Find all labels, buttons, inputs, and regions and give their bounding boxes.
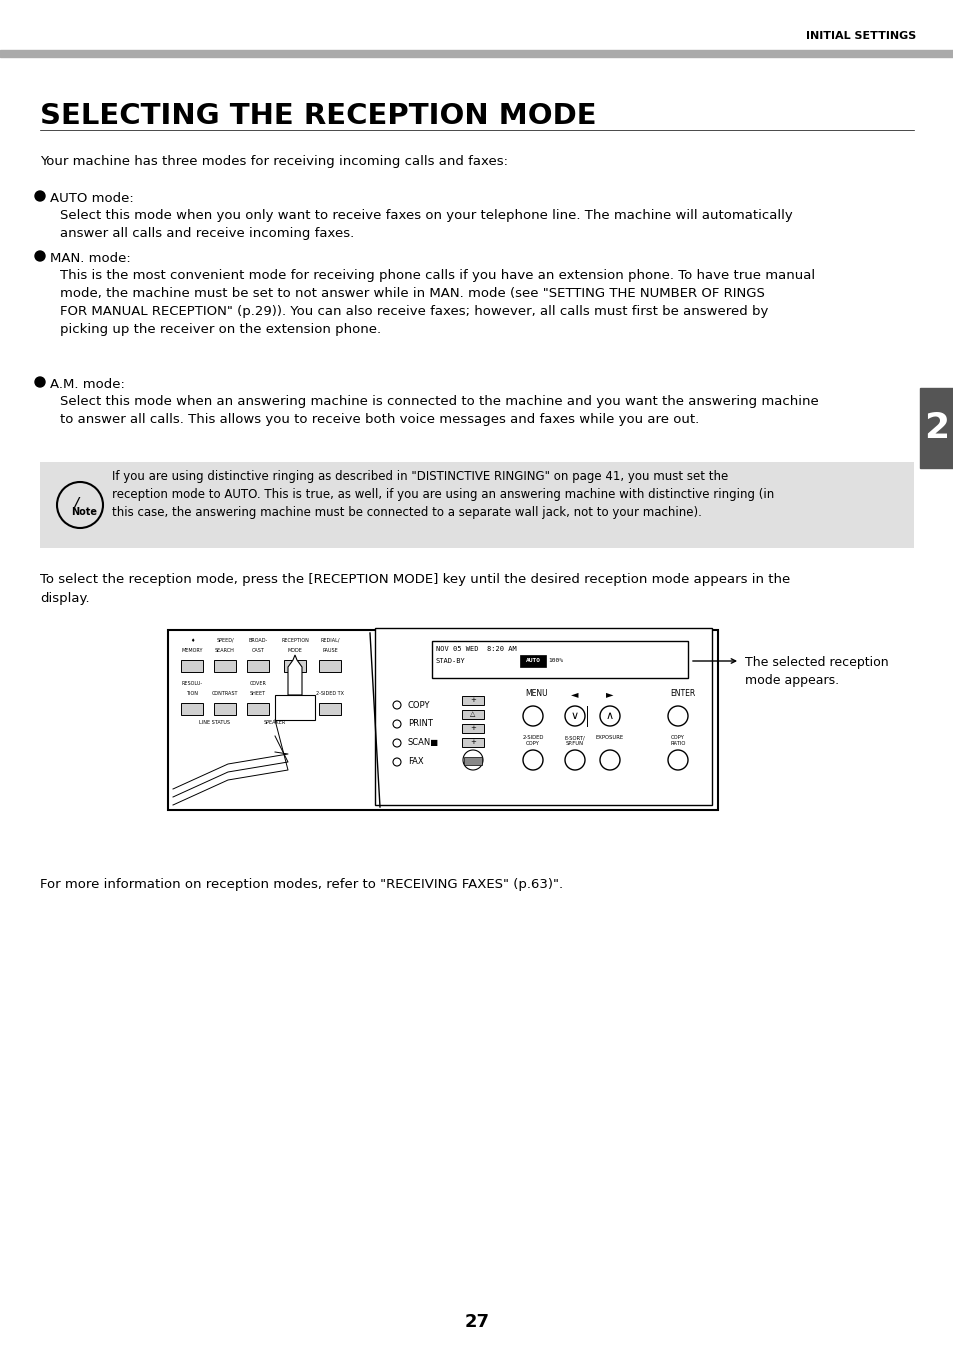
Text: COPY: COPY [408, 701, 430, 709]
Text: PAUSE: PAUSE [322, 648, 337, 653]
Text: A.M. mode:: A.M. mode: [50, 378, 125, 390]
Text: COPY
RATIO: COPY RATIO [670, 735, 685, 746]
Bar [213, 703, 235, 715]
Text: COVER: COVER [250, 681, 266, 686]
Text: STAD-BY: STAD-BY [436, 658, 465, 663]
Text: ♦: ♦ [190, 638, 194, 643]
Circle shape [35, 190, 45, 201]
Text: NOV 05 WED  8:20 AM: NOV 05 WED 8:20 AM [436, 646, 517, 653]
Bar [463, 757, 481, 765]
Text: +: + [470, 697, 476, 703]
Bar [432, 640, 687, 678]
Text: MAN. mode:: MAN. mode: [50, 253, 131, 265]
Bar [284, 661, 306, 671]
Text: 100%: 100% [547, 658, 562, 663]
Bar [461, 711, 483, 719]
Polygon shape [274, 694, 314, 720]
Bar [318, 703, 340, 715]
Bar [247, 703, 269, 715]
Bar [461, 724, 483, 734]
Text: ◄: ◄ [571, 689, 578, 698]
Text: SPEED/: SPEED/ [216, 638, 233, 643]
Text: 2-SIDED
COPY: 2-SIDED COPY [521, 735, 543, 746]
Text: To select the reception mode, press the [RECEPTION MODE] key until the desired r: To select the reception mode, press the … [40, 573, 789, 586]
Text: Select this mode when an answering machine is connected to the machine and you w: Select this mode when an answering machi… [60, 394, 818, 426]
Text: 2-SIDED TX: 2-SIDED TX [315, 690, 344, 696]
Bar [181, 703, 203, 715]
Text: SPEAKER: SPEAKER [264, 720, 286, 725]
Text: If you are using distinctive ringing as described in "DISTINCTIVE RINGING" on pa: If you are using distinctive ringing as … [112, 470, 774, 519]
Bar [168, 630, 718, 811]
Text: FAX: FAX [408, 758, 423, 766]
Text: SHEET: SHEET [250, 690, 266, 696]
Text: CAST: CAST [252, 648, 264, 653]
Circle shape [35, 251, 45, 261]
Text: ∧: ∧ [605, 711, 614, 721]
Text: LINE STATUS: LINE STATUS [199, 720, 231, 725]
Text: SEARCH: SEARCH [214, 648, 234, 653]
Text: CONTRAST: CONTRAST [212, 690, 238, 696]
Circle shape [35, 377, 45, 386]
Text: AUTO mode:: AUTO mode: [50, 192, 133, 205]
Bar [284, 703, 306, 715]
Text: display.: display. [40, 592, 90, 605]
Text: Note: Note [71, 507, 97, 517]
Text: RESOLU-: RESOLU- [181, 681, 202, 686]
Bar [318, 661, 340, 671]
Text: ∨: ∨ [570, 711, 578, 721]
Text: The selected reception
mode appears.: The selected reception mode appears. [744, 657, 887, 688]
Text: MODE: MODE [287, 648, 302, 653]
Text: PRINT: PRINT [408, 720, 433, 728]
Text: 2: 2 [923, 411, 948, 444]
Bar [0, 50, 953, 57]
Text: E-SORT/
SP.FUN: E-SORT/ SP.FUN [564, 735, 585, 746]
Text: RECEPTION: RECEPTION [281, 638, 309, 643]
Text: This is the most convenient mode for receiving phone calls if you have an extens: This is the most convenient mode for rec… [60, 269, 814, 336]
Text: Select this mode when you only want to receive faxes on your telephone line. The: Select this mode when you only want to r… [60, 209, 792, 240]
Text: 27: 27 [464, 1313, 489, 1331]
Text: /: / [74, 496, 79, 508]
Text: EXPOSURE: EXPOSURE [596, 735, 623, 740]
Text: INITIAL SETTINGS: INITIAL SETTINGS [805, 31, 915, 41]
Text: REDIAL/: REDIAL/ [320, 638, 339, 643]
Text: PRINT: PRINT [288, 690, 302, 696]
Text: △: △ [470, 711, 476, 717]
Text: TION: TION [186, 690, 198, 696]
Text: SELECTING THE RECEPTION MODE: SELECTING THE RECEPTION MODE [40, 101, 596, 130]
Bar [519, 655, 545, 667]
Text: For more information on reception modes, refer to "RECEIVING FAXES" (p.63)".: For more information on reception modes,… [40, 878, 562, 892]
Text: SCAN■: SCAN■ [408, 739, 438, 747]
Text: MEMORY: MEMORY [181, 648, 203, 653]
Text: BROAD-: BROAD- [248, 638, 268, 643]
Bar [247, 661, 269, 671]
Bar [375, 628, 711, 805]
Text: +: + [470, 725, 476, 731]
Bar [461, 738, 483, 747]
Bar [40, 462, 913, 549]
Text: ►: ► [605, 689, 613, 698]
Bar [919, 388, 953, 467]
Text: +: + [470, 739, 476, 744]
Text: ENTER: ENTER [669, 689, 695, 698]
Bar [181, 661, 203, 671]
Bar [461, 696, 483, 705]
Text: Your machine has three modes for receiving incoming calls and faxes:: Your machine has three modes for receivi… [40, 155, 507, 168]
Polygon shape [288, 655, 302, 694]
Bar [213, 661, 235, 671]
Text: MENU: MENU [524, 689, 547, 698]
Text: AUTO: AUTO [525, 658, 540, 663]
